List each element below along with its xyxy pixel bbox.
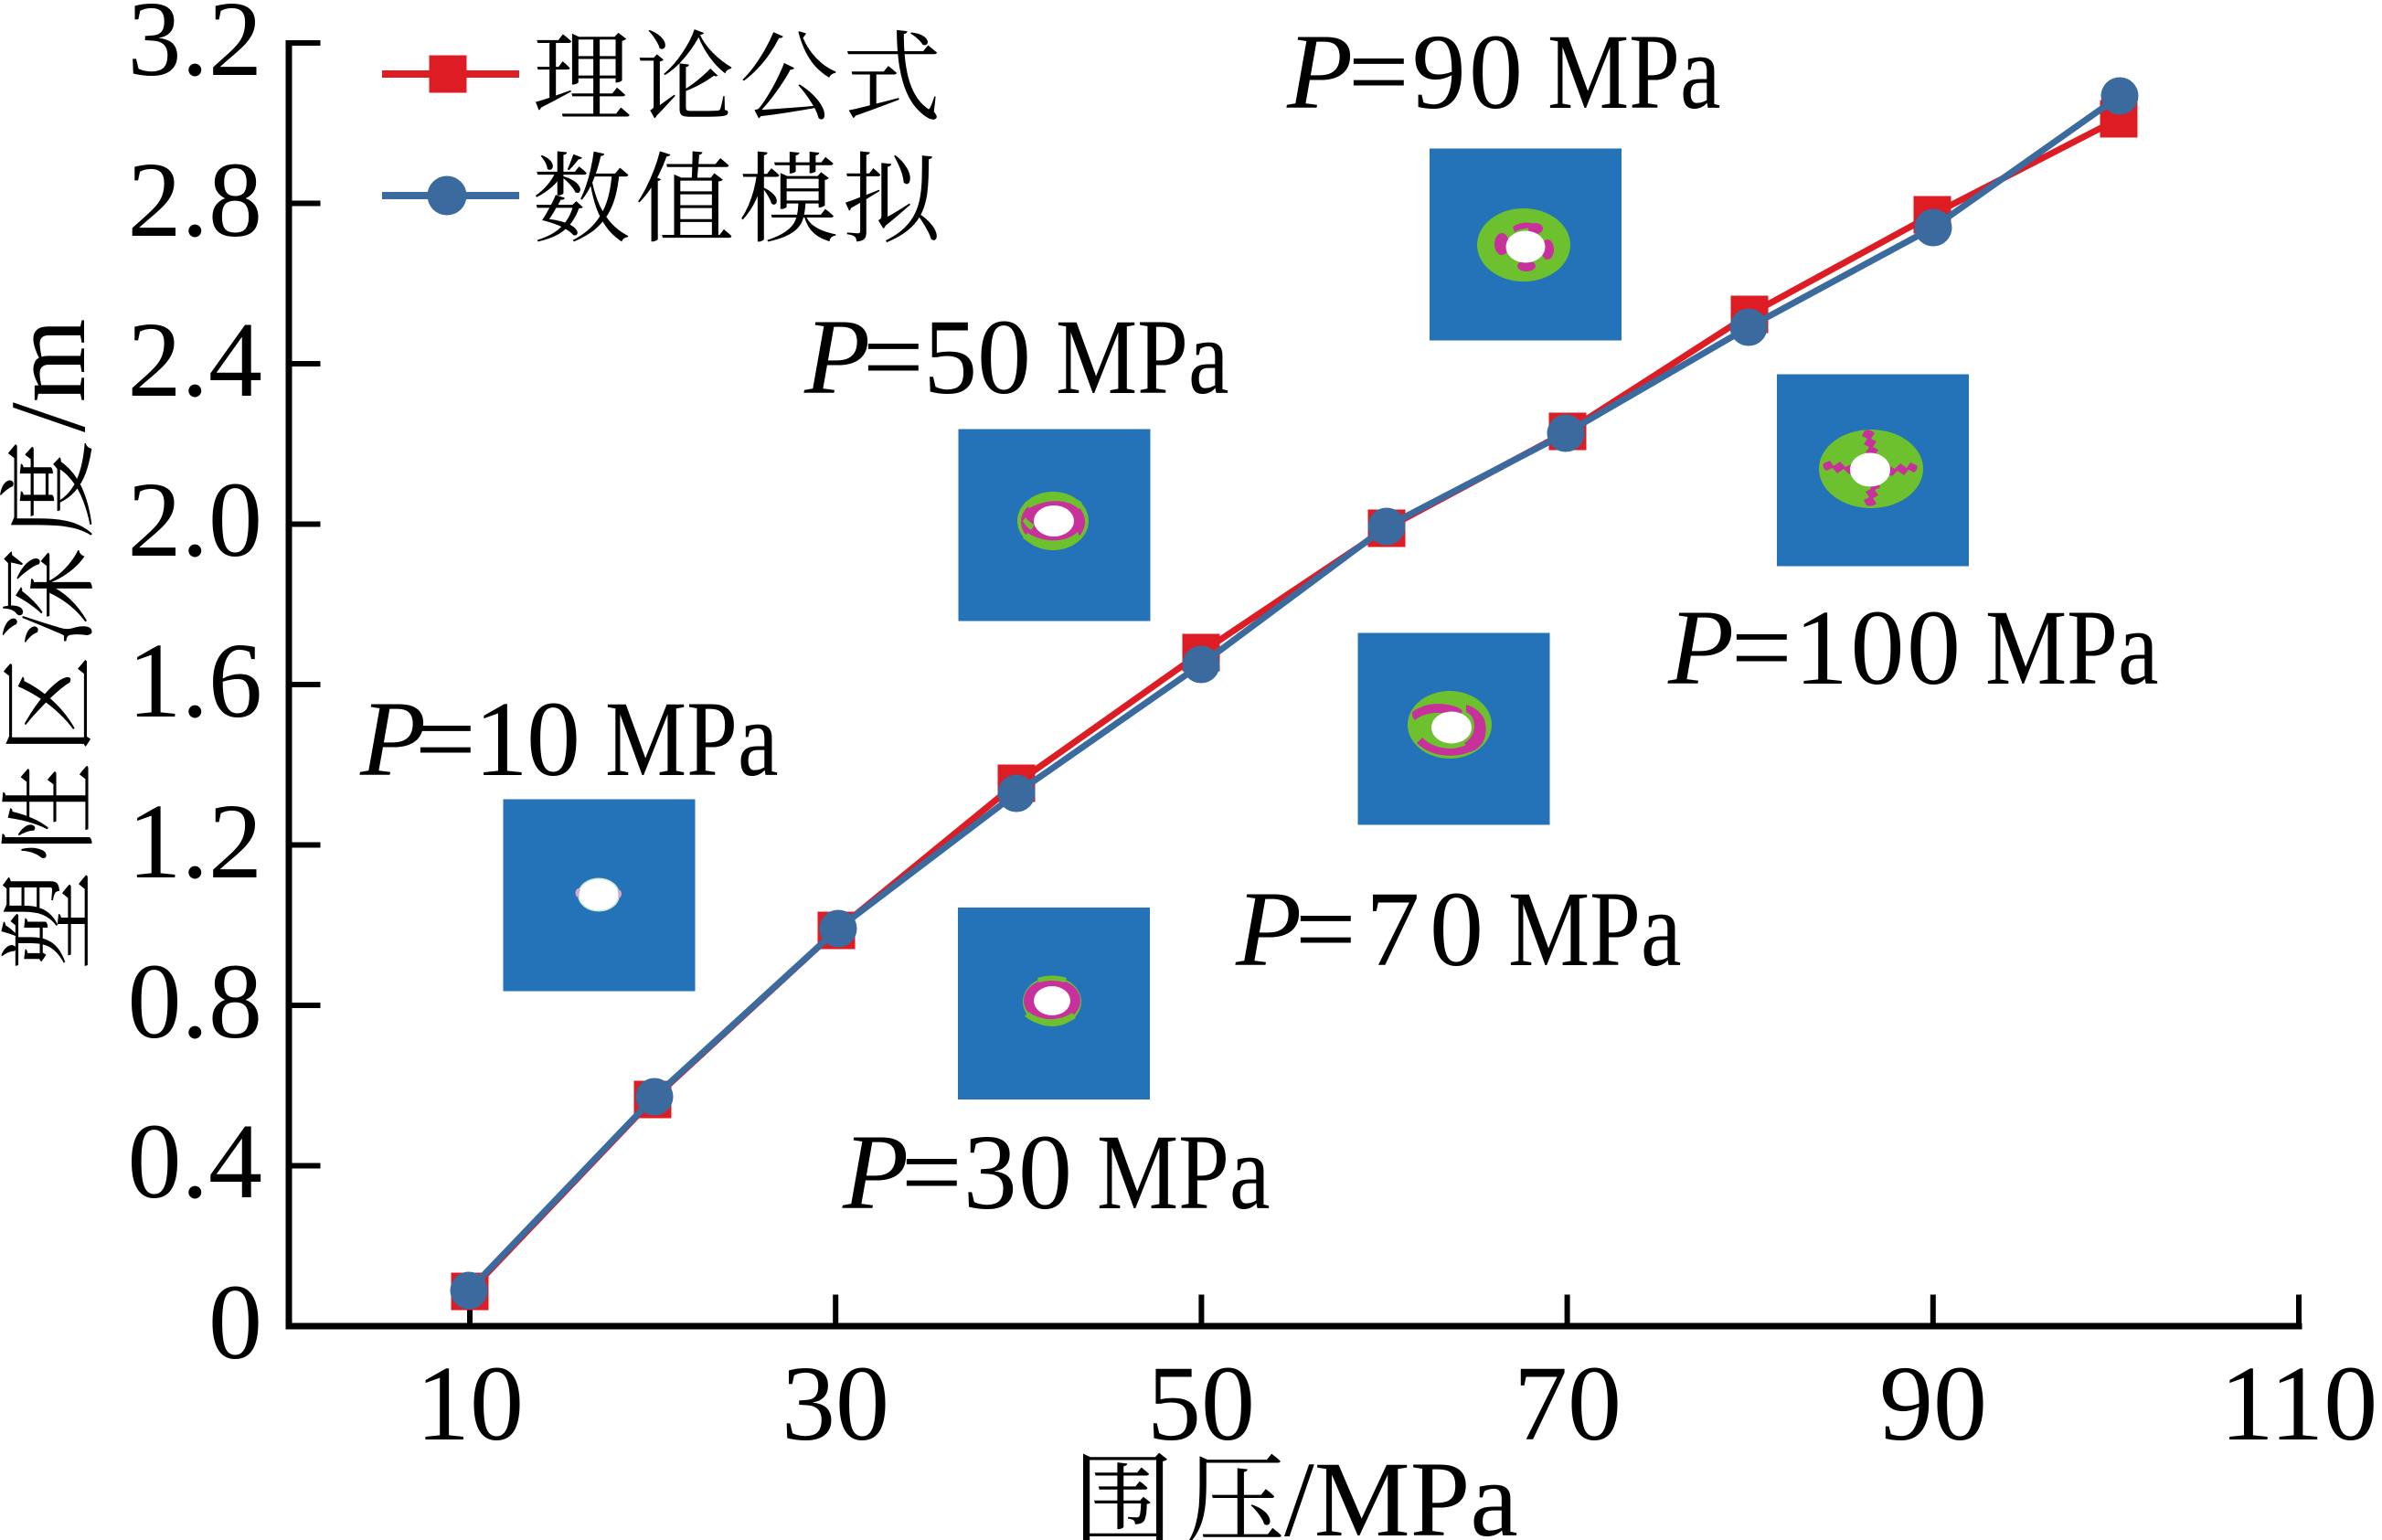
svg-text:=10: =10 bbox=[415, 679, 580, 799]
svg-text:=100: =100 bbox=[1731, 588, 1961, 707]
svg-text:2.8: 2.8 bbox=[128, 140, 263, 260]
svg-text:90: 90 bbox=[1879, 1344, 1987, 1463]
svg-text:2.4: 2.4 bbox=[128, 300, 263, 420]
svg-text:110: 110 bbox=[2220, 1344, 2378, 1463]
svg-text:P: P bbox=[1286, 12, 1353, 132]
svg-text:MPa: MPa bbox=[1056, 296, 1228, 416]
svg-text:P: P bbox=[803, 297, 870, 417]
svg-text:=70: =70 bbox=[1295, 869, 1483, 989]
svg-text:1.6: 1.6 bbox=[128, 621, 263, 740]
svg-text:=30: =30 bbox=[901, 1112, 1072, 1232]
svg-text:0.4: 0.4 bbox=[128, 1101, 263, 1221]
svg-text:0.8: 0.8 bbox=[128, 941, 263, 1061]
svg-text:MPa: MPa bbox=[1508, 868, 1681, 988]
svg-text:0: 0 bbox=[208, 1262, 262, 1382]
svg-text:10: 10 bbox=[416, 1344, 524, 1463]
svg-text:/MPa: /MPa bbox=[1284, 1439, 1518, 1540]
svg-text:P: P bbox=[359, 679, 426, 799]
svg-text:/m: /m bbox=[0, 318, 108, 432]
svg-text:70: 70 bbox=[1514, 1344, 1622, 1463]
svg-text:MPa: MPa bbox=[1985, 587, 2158, 706]
svg-text:3.2: 3.2 bbox=[128, 0, 263, 99]
svg-text:2.0: 2.0 bbox=[128, 460, 263, 579]
svg-text:P: P bbox=[842, 1112, 909, 1232]
svg-text:50: 50 bbox=[1147, 1344, 1255, 1463]
svg-text:=90: =90 bbox=[1348, 12, 1523, 132]
svg-text:=50: =50 bbox=[863, 297, 1031, 417]
svg-text:30: 30 bbox=[782, 1344, 889, 1463]
svg-text:MPa: MPa bbox=[1547, 11, 1720, 131]
svg-text:MPa: MPa bbox=[1097, 1111, 1270, 1231]
svg-text:P: P bbox=[1667, 588, 1734, 707]
svg-text:MPa: MPa bbox=[605, 678, 778, 798]
svg-text:1.2: 1.2 bbox=[128, 781, 263, 901]
svg-text:P: P bbox=[1235, 869, 1302, 989]
